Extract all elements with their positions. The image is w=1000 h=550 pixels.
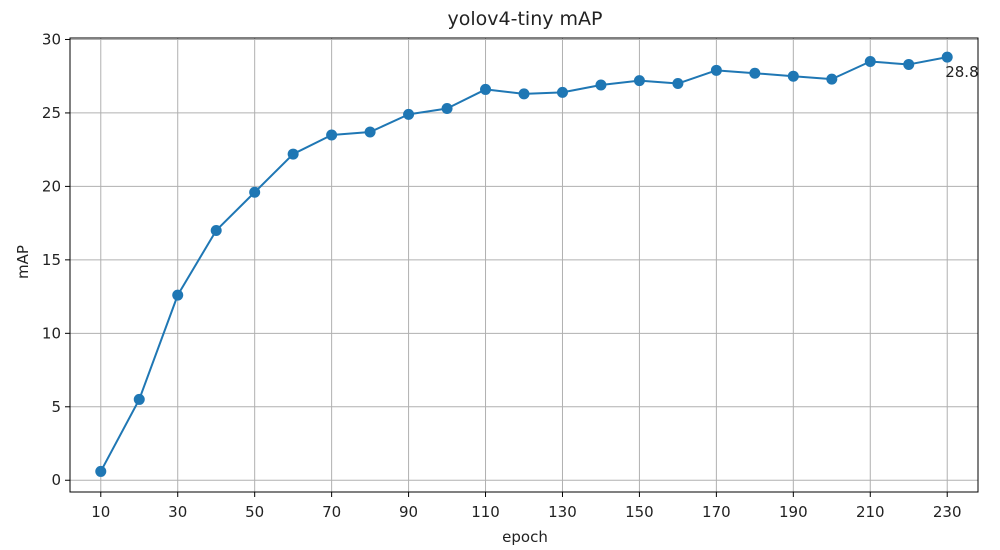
- data-point: [595, 79, 607, 91]
- data-point: [95, 465, 107, 477]
- x-tick-label: 170: [702, 503, 731, 521]
- data-label-layer: 28.8: [945, 63, 978, 81]
- y-axis-label: mAP: [14, 245, 32, 279]
- x-tick-label: 30: [168, 503, 187, 521]
- data-point: [403, 108, 415, 120]
- x-tick-label: 210: [856, 503, 885, 521]
- data-point: [672, 78, 684, 90]
- data-point: [364, 126, 376, 138]
- data-point: [633, 75, 645, 87]
- plot-area-frame: [69, 37, 979, 493]
- data-point: [749, 67, 761, 79]
- x-tick-label: 150: [625, 503, 654, 521]
- series-line: [99, 56, 948, 472]
- y-tick-label: 30: [42, 30, 61, 48]
- x-tick-label: 10: [91, 503, 110, 521]
- data-point: [787, 70, 799, 82]
- y-tick-label: 10: [42, 324, 61, 342]
- series-layer: [95, 51, 953, 477]
- x-tick-label: 190: [779, 503, 808, 521]
- y-tick-label: 15: [42, 251, 61, 269]
- data-point: [518, 88, 530, 100]
- data-point: [210, 224, 222, 236]
- data-point: [480, 83, 492, 95]
- chart-title: yolov4-tiny mAP: [448, 8, 603, 30]
- data-point: [903, 58, 915, 70]
- data-point: [826, 73, 838, 85]
- data-label: 28.8: [945, 63, 978, 81]
- data-point: [287, 148, 299, 160]
- x-tick-label: 70: [322, 503, 341, 521]
- y-tick-label: 20: [42, 177, 61, 195]
- y-tick-label: 25: [42, 104, 61, 122]
- x-axis-label: epoch: [502, 528, 548, 546]
- x-tick-label: 110: [471, 503, 500, 521]
- y-tick-label: 5: [51, 398, 61, 416]
- x-tick-label: 50: [245, 503, 264, 521]
- x-tick-label: 90: [399, 503, 418, 521]
- data-point: [556, 86, 568, 98]
- data-point: [326, 129, 338, 141]
- grid-layer: [70, 38, 978, 492]
- y-tick-label: 0: [51, 471, 61, 489]
- data-point: [864, 56, 876, 68]
- data-point: [172, 289, 184, 301]
- data-point: [441, 103, 453, 115]
- data-point: [941, 51, 953, 63]
- axes: 10 30 50 70 90 110 130 150 170 190 210 230 0 5 10 15 20 2…: [42, 30, 979, 521]
- data-point: [249, 186, 261, 198]
- x-tick-label: 130: [548, 503, 577, 521]
- data-point: [133, 393, 145, 405]
- data-point: [710, 64, 722, 76]
- x-tick-label: 230: [933, 503, 962, 521]
